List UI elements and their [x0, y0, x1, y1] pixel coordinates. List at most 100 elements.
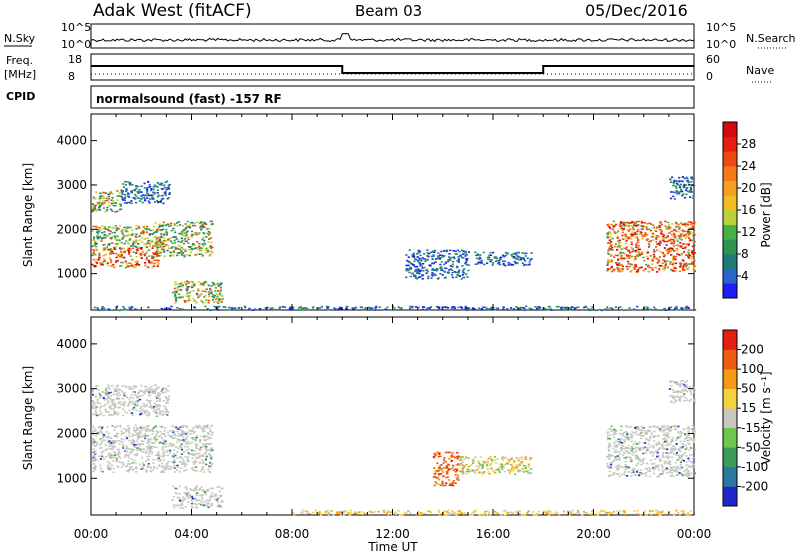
echo-cell — [130, 234, 133, 237]
echo-cell — [191, 505, 194, 508]
echo-cell — [668, 232, 671, 234]
echo-cell — [516, 468, 519, 471]
echo-cell — [639, 432, 642, 434]
echo-cell — [618, 262, 621, 264]
echo-cell — [409, 268, 412, 270]
echo-cell — [162, 234, 165, 236]
echo-cell — [522, 458, 525, 460]
echo-cell — [149, 402, 152, 405]
echo-cell — [210, 433, 213, 436]
echo-cell — [648, 426, 651, 428]
echo-cell — [471, 308, 474, 310]
echo-cell — [624, 247, 627, 250]
echo-cell — [629, 436, 632, 439]
echo-cell — [158, 223, 161, 226]
echo-cell — [673, 179, 676, 182]
echo-cell — [137, 243, 140, 245]
echo-cell — [479, 464, 482, 466]
echo-cell — [186, 460, 189, 463]
echo-cell — [145, 385, 148, 388]
echo-cell — [112, 467, 115, 470]
echo-cell — [690, 180, 693, 183]
echo-cell — [176, 430, 179, 433]
echo-cell — [636, 255, 639, 258]
echo-cell — [205, 299, 208, 302]
echo-cell — [333, 307, 336, 309]
echo-cell — [624, 224, 627, 227]
echo-cell — [159, 458, 162, 461]
echo-cell — [465, 308, 468, 311]
echo-cell — [134, 263, 137, 266]
echo-cell — [182, 436, 185, 439]
echo-cell — [638, 448, 641, 450]
echo-cell — [183, 255, 186, 258]
echo-cell — [645, 462, 648, 465]
echo-cell — [153, 252, 157, 255]
echo-cell — [683, 196, 687, 199]
echo-cell — [93, 265, 96, 267]
echo-cell — [615, 444, 618, 446]
echo-cell — [692, 466, 695, 469]
echo-cell — [108, 445, 111, 447]
echo-cell — [680, 391, 683, 394]
echo-cell — [653, 226, 656, 229]
echo-cell — [621, 231, 625, 234]
echo-cell — [486, 462, 489, 465]
echo-cell — [198, 242, 201, 245]
echo-cell — [169, 308, 172, 310]
echo-cell — [635, 433, 638, 436]
echo-cell — [411, 272, 414, 275]
echo-cell — [157, 392, 160, 394]
echo-cell — [144, 390, 147, 392]
echo-cell — [664, 263, 668, 265]
echo-cell — [201, 226, 204, 229]
echo-cell — [649, 459, 652, 462]
echo-cell — [111, 227, 114, 229]
echo-cell — [124, 249, 127, 252]
echo-cell — [102, 207, 105, 209]
echo-cell — [617, 268, 621, 271]
echo-cell — [142, 196, 146, 199]
echo-cell — [640, 220, 643, 223]
echo-cell — [121, 408, 125, 410]
echo-cell — [181, 295, 184, 298]
echo-cell — [683, 386, 686, 388]
echo-cell — [173, 436, 176, 439]
echo-cell — [124, 266, 127, 269]
echo-cell — [172, 496, 175, 498]
echo-cell — [118, 192, 121, 194]
echo-cell — [114, 454, 117, 457]
echo-cell — [426, 251, 429, 254]
echo-cell — [151, 194, 154, 196]
echo-cell — [110, 437, 113, 439]
echo-cell — [631, 220, 634, 223]
echo-cell — [502, 262, 505, 265]
echo-cell — [151, 388, 154, 391]
echo-cell — [121, 197, 124, 199]
echo-cell — [154, 406, 157, 409]
echo-cell — [436, 278, 439, 280]
echo-cell — [164, 194, 167, 196]
echo-cell — [515, 464, 518, 466]
echo-cell — [185, 468, 188, 471]
echo-cell — [152, 406, 155, 408]
echo-cell — [493, 256, 496, 258]
echo-cell — [612, 472, 615, 475]
echo-cell — [657, 443, 660, 445]
echo-cell — [664, 440, 667, 443]
echo-cell — [621, 434, 624, 437]
echo-cell — [370, 307, 373, 310]
echo-cell — [125, 229, 128, 231]
echo-cell — [207, 301, 210, 304]
echo-cell — [123, 427, 126, 430]
echo-cell — [619, 270, 622, 273]
echo-cell — [125, 189, 128, 192]
echo-cell — [657, 434, 660, 437]
echo-cell — [664, 264, 667, 266]
echo-cell — [629, 459, 632, 462]
echo-cell — [499, 466, 502, 468]
echo-cell — [210, 492, 214, 494]
echo-cell — [631, 235, 634, 237]
echo-cell — [107, 193, 110, 196]
echo-cell — [174, 293, 177, 295]
